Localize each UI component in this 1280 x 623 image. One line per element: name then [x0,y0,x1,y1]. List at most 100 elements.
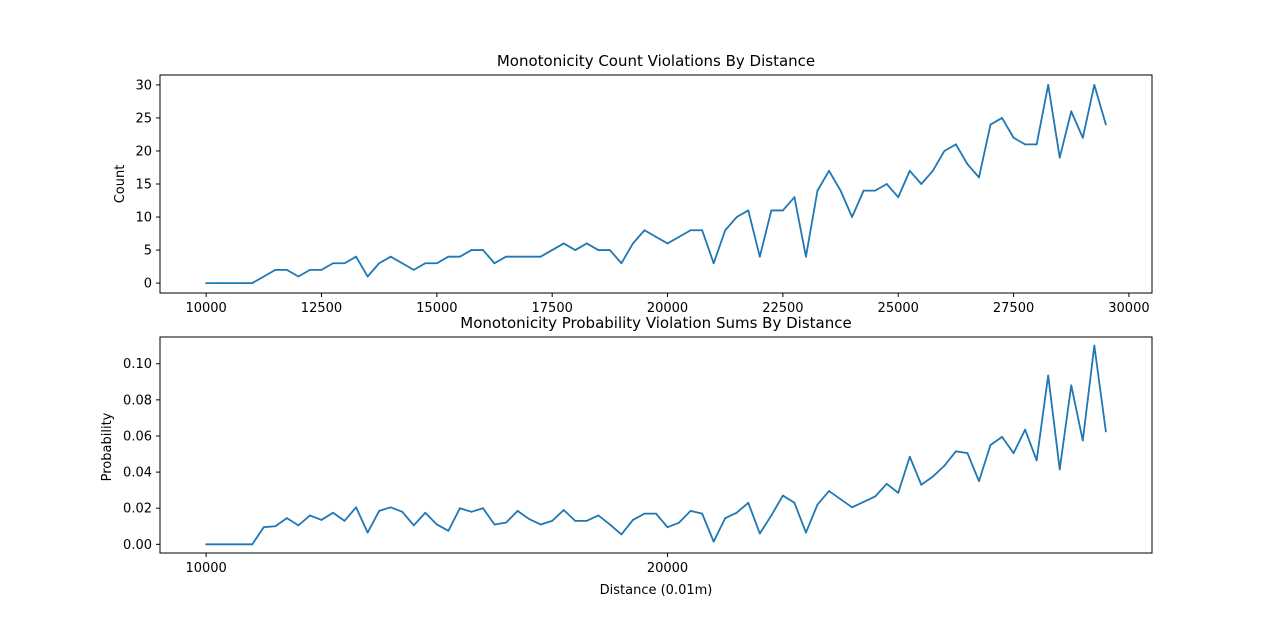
probability-chart-point [401,510,404,513]
count-chart-point [539,255,542,258]
count-chart-point [632,242,634,245]
count-chart-point [689,229,692,232]
count-chart-point [262,275,265,278]
count-chart-point [412,268,415,271]
probability-chart-point [251,543,254,546]
count-chart-x-tick-label: 25000 [878,301,919,316]
count-chart-point [1001,117,1003,119]
count-chart-point [828,169,830,172]
probability-chart-point [793,501,796,504]
probability-chart-xlabel: Distance (0.01m) [600,583,713,598]
count-chart-x-tick-label: 22500 [762,301,803,316]
probability-chart-point [1001,435,1003,438]
count-chart-point [585,242,588,245]
probability-chart-point [1035,459,1038,462]
probability-chart-point [216,543,219,546]
count-chart-point [805,255,807,258]
probability-chart-point [943,464,946,467]
count-chart-y-tick-label: 10 [135,211,152,226]
probability-chart-point [1070,384,1073,387]
probability-chart-point [205,543,208,546]
count-chart-point [1081,136,1084,139]
count-chart-x-tick-label: 12500 [301,301,342,316]
count-chart-point [435,262,438,265]
count-chart-x-tick-label: 10000 [185,301,226,316]
probability-chart-point [701,512,704,515]
count-chart-point [885,183,888,185]
count-chart-point [597,249,600,251]
probability-chart-point [505,521,507,524]
count-chart: Monotonicity Count Violations By Distanc… [113,52,1153,316]
probability-chart-point [332,511,334,514]
count-chart-point [874,189,877,192]
count-chart-point [931,169,934,172]
probability-chart-point [355,506,357,509]
probability-chart-point [1058,468,1061,471]
count-chart-point [793,196,796,199]
probability-chart-series [205,344,1107,546]
count-chart-point [297,275,300,278]
probability-chart-point [239,543,242,546]
count-chart-y-tick-label: 25 [135,111,152,126]
count-chart-x-tick-label: 15000 [416,301,457,316]
probability-chart-x-tick-label: 10000 [185,561,226,576]
probability-chart-point [666,526,669,529]
count-chart-point [620,262,623,265]
probability-chart-point [712,540,715,543]
probability-chart-point [643,512,646,515]
probability-chart-point [839,498,842,501]
probability-chart-point [966,452,969,455]
count-chart-point [470,249,473,251]
count-chart-point [655,235,657,238]
count-chart-point [574,249,577,251]
count-chart-y-tick-label: 0 [144,277,152,292]
count-chart-point [897,196,900,199]
probability-chart-point [655,512,657,515]
count-chart-point [1104,123,1107,126]
probability-chart-point [528,518,531,520]
count-chart-y-ticks: 0 5 10 15 20 25 30 [135,78,160,292]
count-chart-ylabel: Count [113,165,128,204]
count-chart-point [1058,156,1061,159]
count-chart-point [562,242,565,245]
probability-chart-point [470,510,473,513]
probability-chart-point [862,500,865,503]
count-chart-point [1024,143,1027,146]
count-chart-point [389,255,392,258]
count-chart-point [781,209,784,212]
probability-chart-point [908,455,911,458]
probability-chart-point [781,494,784,497]
count-chart-x-tick-label: 30000 [1108,301,1149,316]
probability-chart-ylabel: Probability [100,412,115,481]
probability-chart-point [343,519,346,522]
count-chart-point [908,169,911,172]
count-chart-point [758,255,761,258]
probability-chart-y-tick-label: 0.04 [123,466,152,481]
probability-chart-point [482,507,484,510]
count-chart-point [366,275,369,278]
count-chart-point [701,229,704,232]
count-chart-point [770,209,773,212]
count-chart-point [989,123,992,126]
probability-chart-point [620,533,623,536]
probability-chart-point [228,543,231,546]
count-chart-point [424,262,427,265]
probability-chart-point [262,526,265,529]
probability-chart-y-ticks: 0.00 0.02 0.04 0.06 0.08 0.10 [123,357,160,553]
probability-chart-y-tick-label: 0.00 [123,538,152,553]
count-chart-point [862,189,865,192]
probability-chart-point [770,514,773,517]
probability-chart-point [1104,430,1107,433]
count-chart-point [378,262,381,265]
count-chart-point [666,242,669,245]
count-chart-x-tick-label: 20000 [647,301,688,316]
count-chart-point [712,262,715,265]
count-chart-point [482,249,484,251]
probability-chart-y-tick-label: 0.02 [123,502,152,517]
probability-chart-point [297,524,300,527]
probability-chart-point [459,507,461,510]
probability-chart-point [885,482,888,485]
probability-chart-frame [159,336,1153,554]
probability-chart-point [816,503,819,506]
count-chart-point [516,255,519,258]
